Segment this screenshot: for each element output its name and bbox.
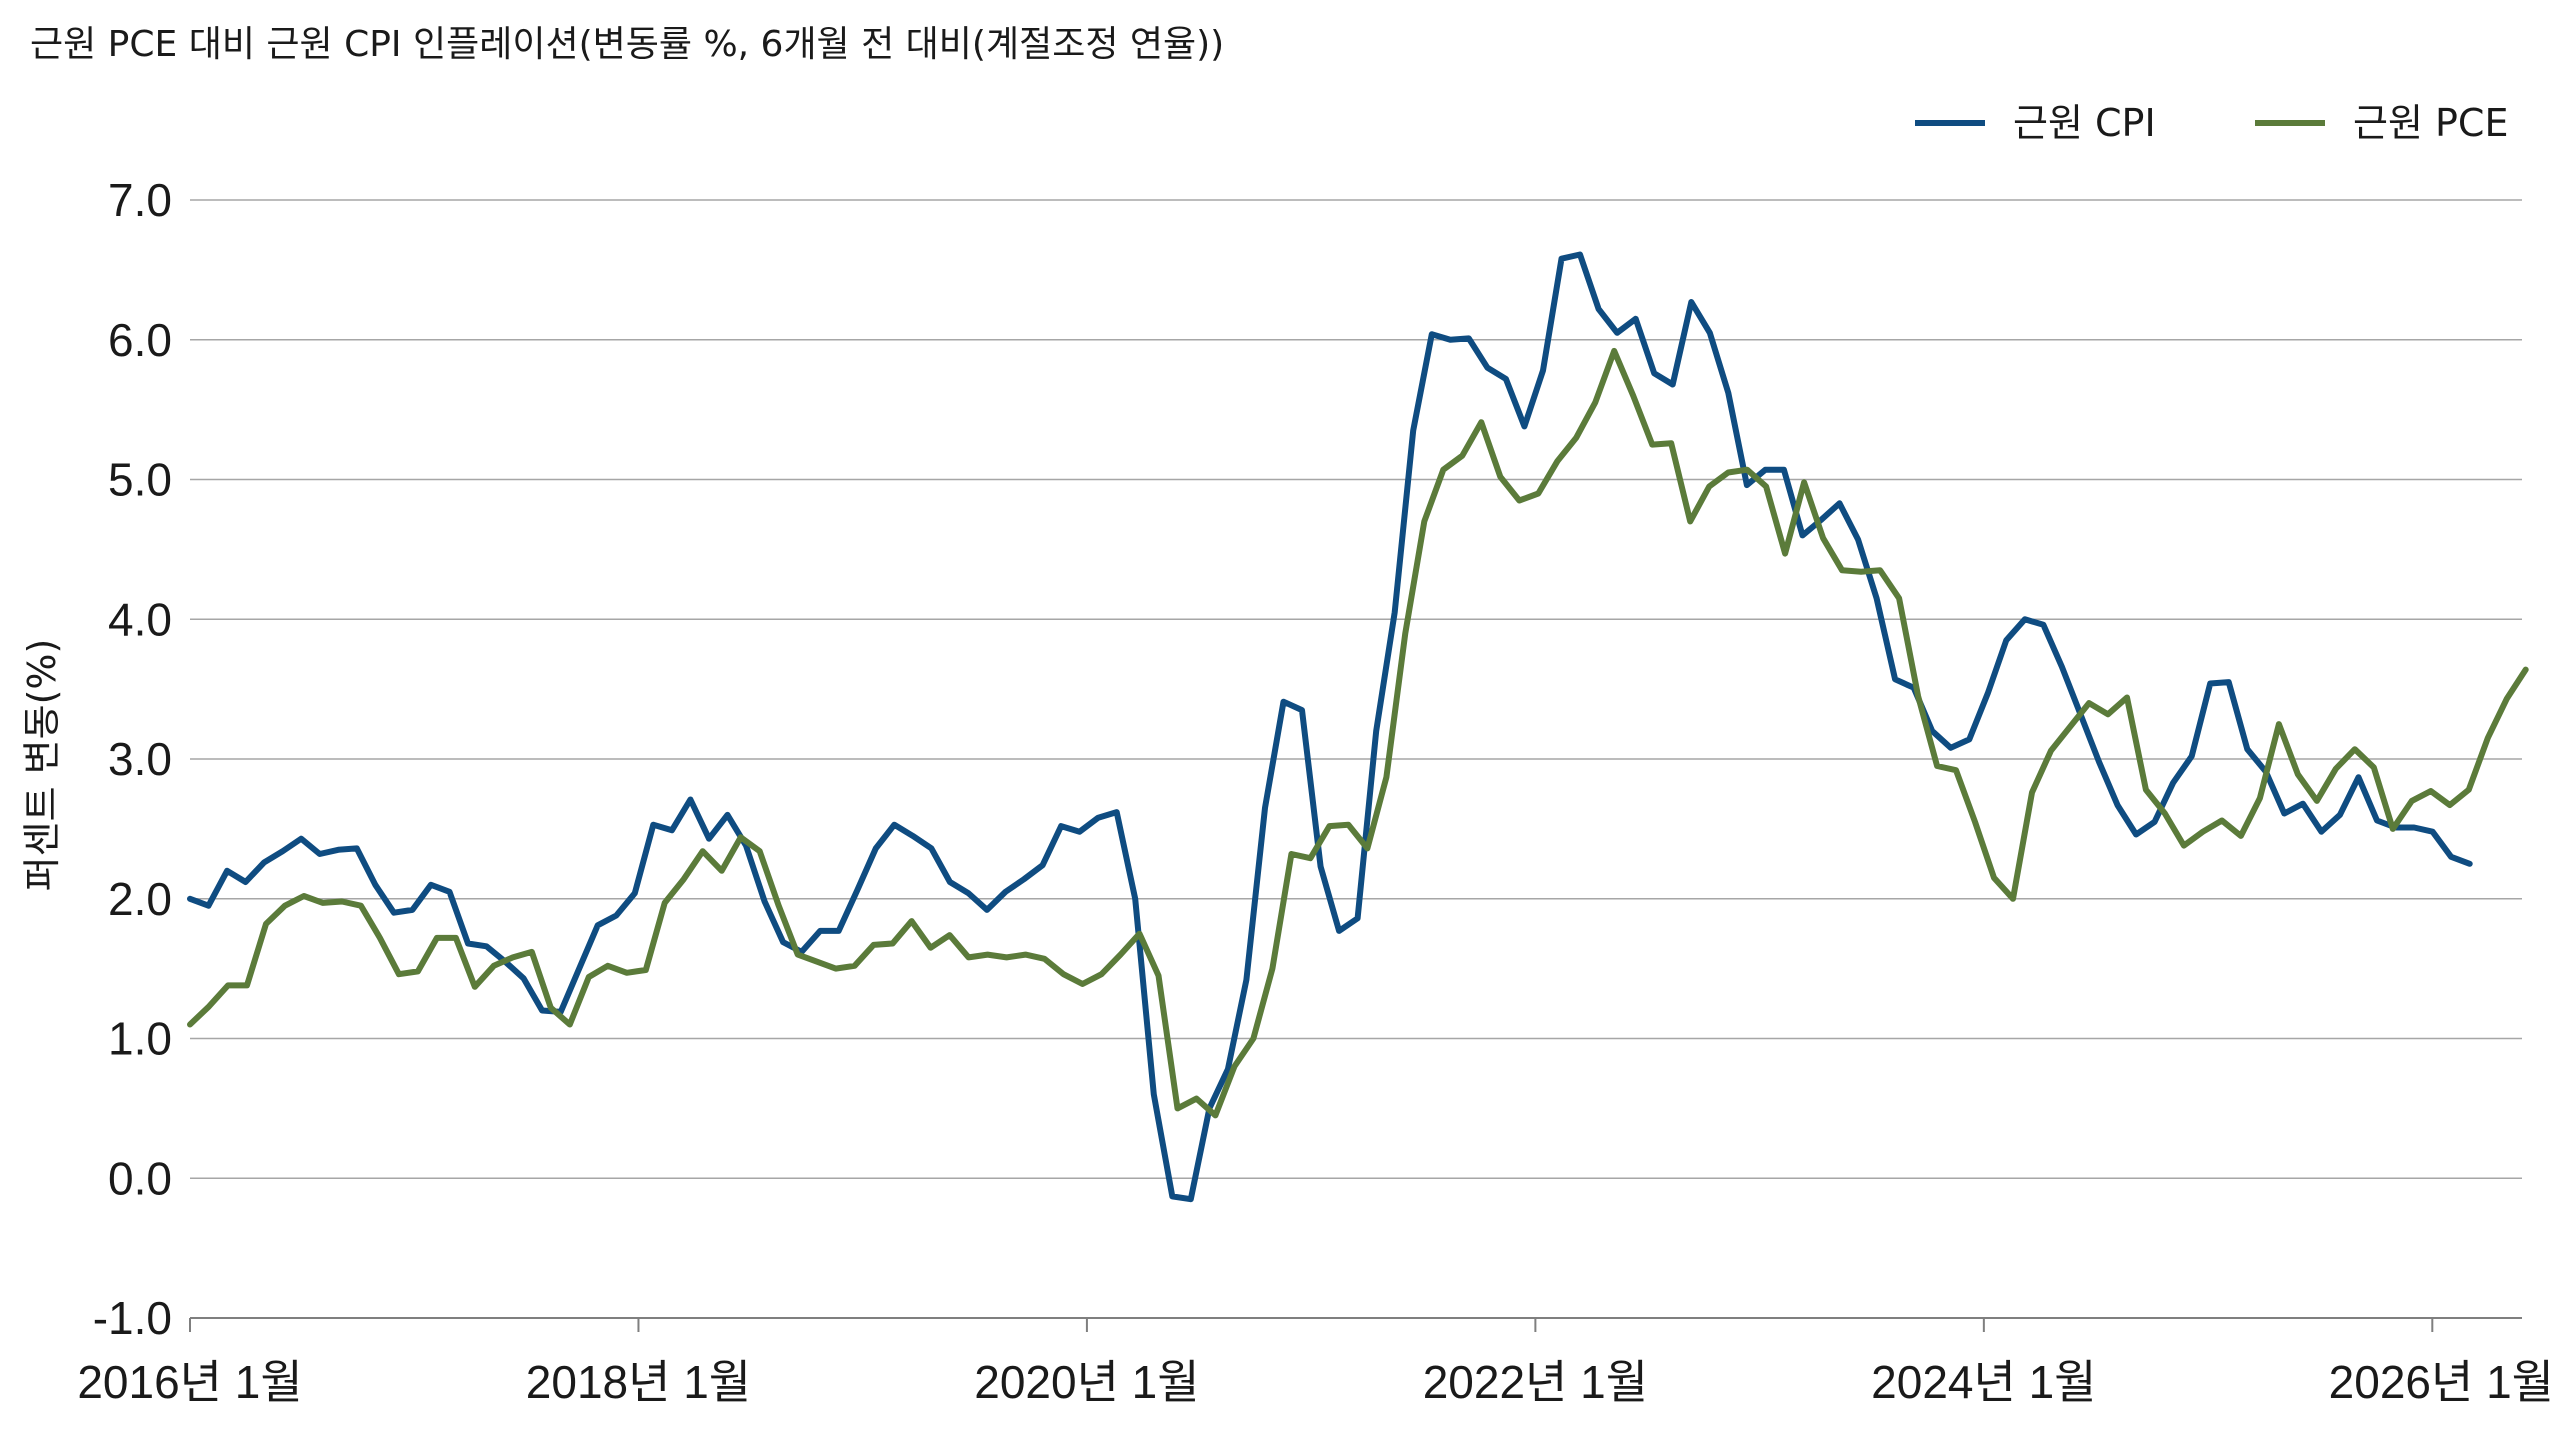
x-tick-label: 2024년 1월 (1871, 1356, 2096, 1408)
series-lines (187, 251, 2529, 1203)
legend: 근원 CPI 근원 PCE (1915, 101, 2508, 145)
x-tick-label: 2020년 1월 (974, 1356, 1199, 1408)
x-tick-label: 2022년 1월 (1423, 1356, 1648, 1408)
x-tick-labels: 2016년 1월 2018년 1월 2020년 1월 2022년 1월 2024년 1월… (77, 1356, 2554, 1408)
x-tick-label: 2018년 1월 (526, 1356, 751, 1408)
y-tick-label: 2.0 (108, 873, 172, 925)
y-tick-label: 4.0 (108, 593, 172, 645)
legend-label-pce: 근원 PCE (2353, 101, 2508, 145)
x-tick-label: 2026년 1월 (2329, 1356, 2554, 1408)
x-tick-label: 2016년 1월 (77, 1356, 302, 1408)
gridlines (190, 199, 2522, 1179)
x-axis (189, 1317, 2522, 1332)
y-tick-label: 5.0 (108, 454, 172, 506)
y-tick-label: -1.0 (93, 1292, 172, 1344)
y-tick-label: 7.0 (108, 174, 172, 226)
y-tick-label: 3.0 (108, 733, 172, 785)
series-line-core-cpi (187, 251, 2473, 1203)
y-tick-label: 6.0 (108, 314, 172, 366)
legend-label-cpi: 근원 CPI (2013, 101, 2156, 145)
series-line-core-pce (187, 347, 2529, 1119)
y-tick-label: 0.0 (108, 1152, 172, 1204)
y-axis-label: 퍼센트 변동(%) (20, 639, 64, 892)
y-tick-label: 1.0 (108, 1013, 172, 1065)
y-tick-labels: 7.0 6.0 5.0 4.0 3.0 2.0 1.0 0.0 -1.0 (93, 174, 172, 1344)
chart-title: 근원 PCE 대비 근원 CPI 인플레이션(변동률 %, 6개월 전 대비(계… (30, 24, 1224, 65)
